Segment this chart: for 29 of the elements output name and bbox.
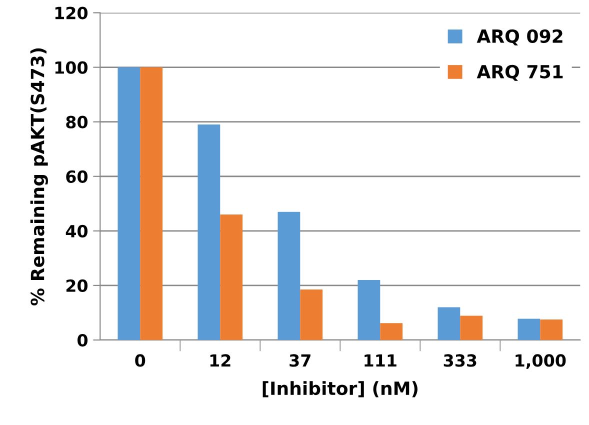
bar [220, 214, 243, 340]
bar [300, 290, 323, 340]
bar [278, 212, 300, 340]
legend-label: ARQ 751 [476, 64, 563, 81]
bar [140, 67, 163, 340]
x-tick-label: 111 [364, 354, 396, 367]
bar [358, 280, 380, 340]
y-tick-label: 0 [78, 334, 88, 347]
y-axis-title: % Remaining pAKT(S473) [30, 48, 48, 306]
y-tick-label: 40 [66, 224, 88, 238]
y-tick-label: 120 [55, 6, 88, 20]
bar [380, 323, 403, 340]
bar [518, 318, 540, 340]
y-tick-label: 60 [66, 170, 88, 183]
bar [118, 67, 140, 340]
bar [198, 124, 220, 340]
x-tick-label: 0 [135, 354, 146, 367]
bar [438, 307, 460, 340]
y-tick-label: 100 [55, 61, 88, 74]
x-tick-label: 333 [444, 354, 476, 367]
legend-label: ARQ 092 [476, 29, 562, 46]
y-tick-label: 20 [66, 279, 88, 292]
y-tick-label: 80 [66, 116, 88, 128]
x-axis-title: [Inhibitor] (nM) [262, 381, 418, 398]
bar [460, 316, 483, 340]
x-tick-label: 1,000 [516, 354, 566, 369]
bar [540, 320, 563, 340]
x-tick-label: 37 [290, 354, 310, 367]
x-tick-label: 12 [210, 354, 230, 367]
